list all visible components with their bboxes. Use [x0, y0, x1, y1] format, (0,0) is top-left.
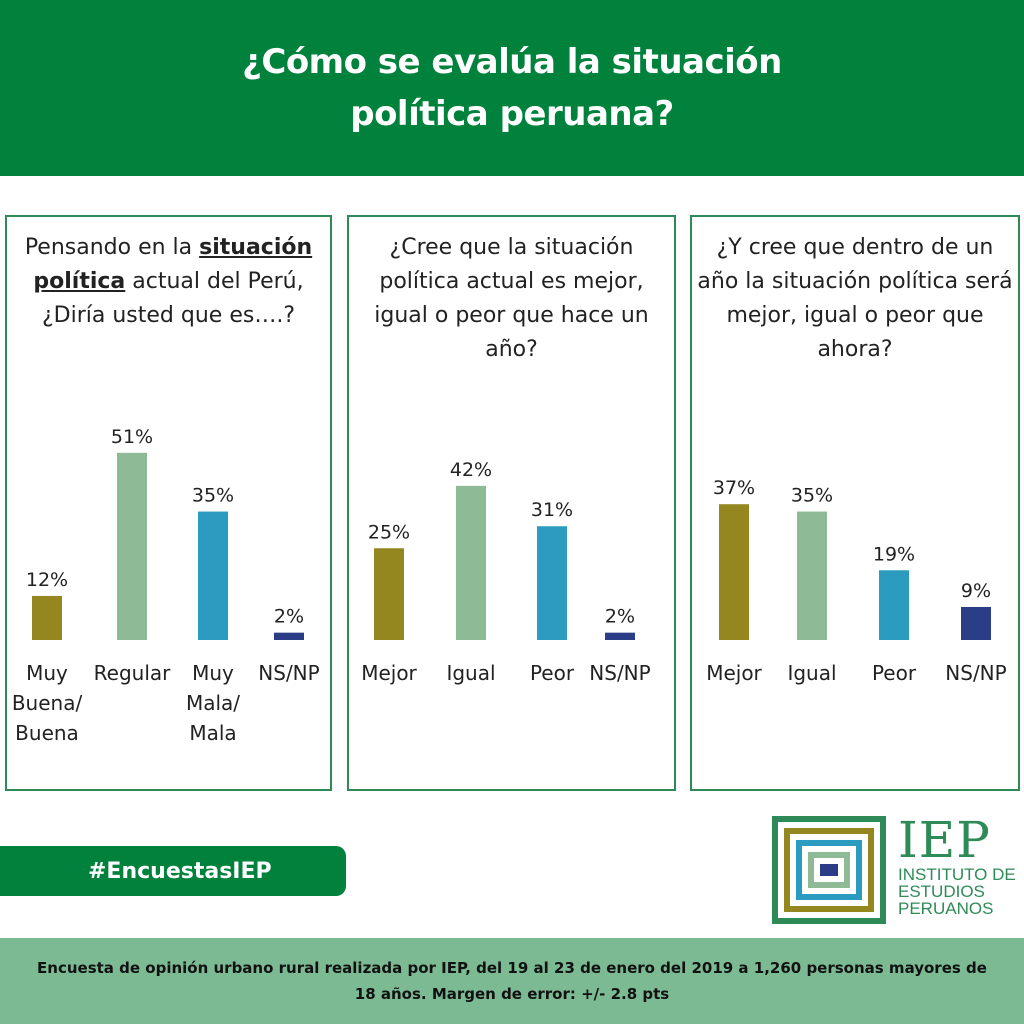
data-label: 25% [368, 521, 410, 543]
data-label: 51% [111, 426, 153, 448]
category-label: Muy Mala/Mala [186, 661, 240, 745]
data-label: 35% [192, 485, 234, 507]
category-label: Igual [787, 661, 836, 685]
bar [537, 526, 567, 640]
category-label: NS/NP [589, 661, 650, 685]
chart-svg: 25% Mejor 42% Igual 31% Peor 2% NS/NP [361, 459, 651, 685]
panel-question: Pensando en la situación política actual… [7, 231, 330, 333]
iep-logo-mark [772, 816, 886, 924]
logo-line-3: PERUANOS [898, 899, 994, 918]
data-label: 9% [961, 580, 991, 602]
iep-logo: IEP INSTITUTO DE ESTUDIOS PERUANOS [770, 814, 1020, 926]
data-label: 31% [531, 499, 573, 521]
category-label: Peor [872, 661, 917, 685]
survey-note: Encuesta de opinión urbano rural realiza… [37, 959, 987, 1003]
chart-svg: 12% Muy Buena/Buena 51% Regular 35% Muy Mala/Ma… [12, 426, 320, 745]
page-title: ¿Cómo se evalúa la situación política pe… [242, 42, 782, 134]
logo-acronym: IEP [898, 811, 991, 869]
chart-panel-vs-last-year: ¿Cree que la situación política actual e… [347, 215, 676, 791]
hashtag-banner: #EncuestasIEP [0, 846, 346, 896]
category-label: Peor [530, 661, 575, 685]
bar [879, 570, 909, 640]
bar [797, 511, 827, 640]
bar-chart: 12% Muy Buena/Buena 51% Regular 35% Muy Mala/Ma… [7, 217, 330, 789]
category-label: NS/NP [258, 661, 319, 685]
category-label: NS/NP [945, 661, 1006, 685]
panel-question: ¿Y cree que dentro de un año la situació… [697, 235, 1013, 362]
logo-line-2: ESTUDIOS [898, 882, 985, 901]
bar [961, 606, 991, 640]
bar [719, 504, 749, 640]
category-label: Mejor [361, 661, 417, 685]
logo-line-1: INSTITUTO DE [898, 865, 1016, 884]
data-label: 35% [791, 485, 833, 507]
hashtag-text: #EncuestasIEP [88, 858, 272, 884]
data-label: 2% [274, 606, 304, 628]
data-label: 19% [873, 543, 915, 565]
bar [605, 632, 635, 640]
bar [456, 485, 486, 640]
category-label: Regular [94, 661, 171, 685]
question-text-start: Pensando en la [24, 235, 200, 260]
panel-question: ¿Cree que la situación política actual e… [374, 235, 649, 362]
bar [198, 511, 228, 640]
question-text-emphasis: situación política [33, 235, 313, 294]
bar [32, 595, 62, 640]
question-text-end: actual del Perú, ¿Diría usted que es….? [42, 269, 304, 328]
chart-panel-next-year: ¿Y cree que dentro de un año la situació… [690, 215, 1020, 791]
bar [374, 548, 404, 640]
category-label: Muy Buena/Buena [12, 661, 83, 745]
footer-note: Encuesta de opinión urbano rural realiza… [0, 938, 1024, 1024]
data-label: 12% [26, 569, 68, 591]
bar [274, 632, 304, 640]
bar-chart: 37% Mejor 35% Igual 19% Peor 9% NS/NP [692, 217, 1018, 789]
chart-panel-current: Pensando en la situación política actual… [5, 215, 332, 791]
chart-svg: 37% Mejor 35% Igual 19% Peor 9% NS/NP [706, 477, 1007, 685]
category-label: Igual [446, 661, 495, 685]
bar [117, 452, 147, 640]
logo-text: IEP INSTITUTO DE ESTUDIOS PERUANOS [898, 814, 1016, 917]
header-banner: ¿Cómo se evalúa la situación política pe… [0, 0, 1024, 176]
bar-chart: 25% Mejor 42% Igual 31% Peor 2% NS/NP [349, 217, 674, 789]
data-label: 42% [450, 459, 492, 481]
data-label: 2% [605, 606, 635, 628]
data-label: 37% [713, 477, 755, 499]
category-label: Mejor [706, 661, 762, 685]
